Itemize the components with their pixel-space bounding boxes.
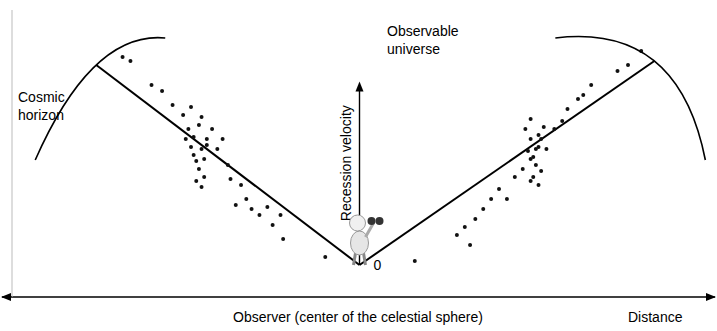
html-text:Cosmic horizon: Cosmic horizon (18, 89, 65, 123)
svg-text:0: 0 (374, 257, 382, 273)
svg-text:Recession velocity: Recession velocity (339, 105, 355, 221)
html-text:Distance: Distance (628, 309, 683, 325)
html-text:Observable universe: Observable universe (387, 23, 459, 57)
html-text:Observer (center of the celest: Observer (center of the celestial sphere… (233, 309, 483, 325)
